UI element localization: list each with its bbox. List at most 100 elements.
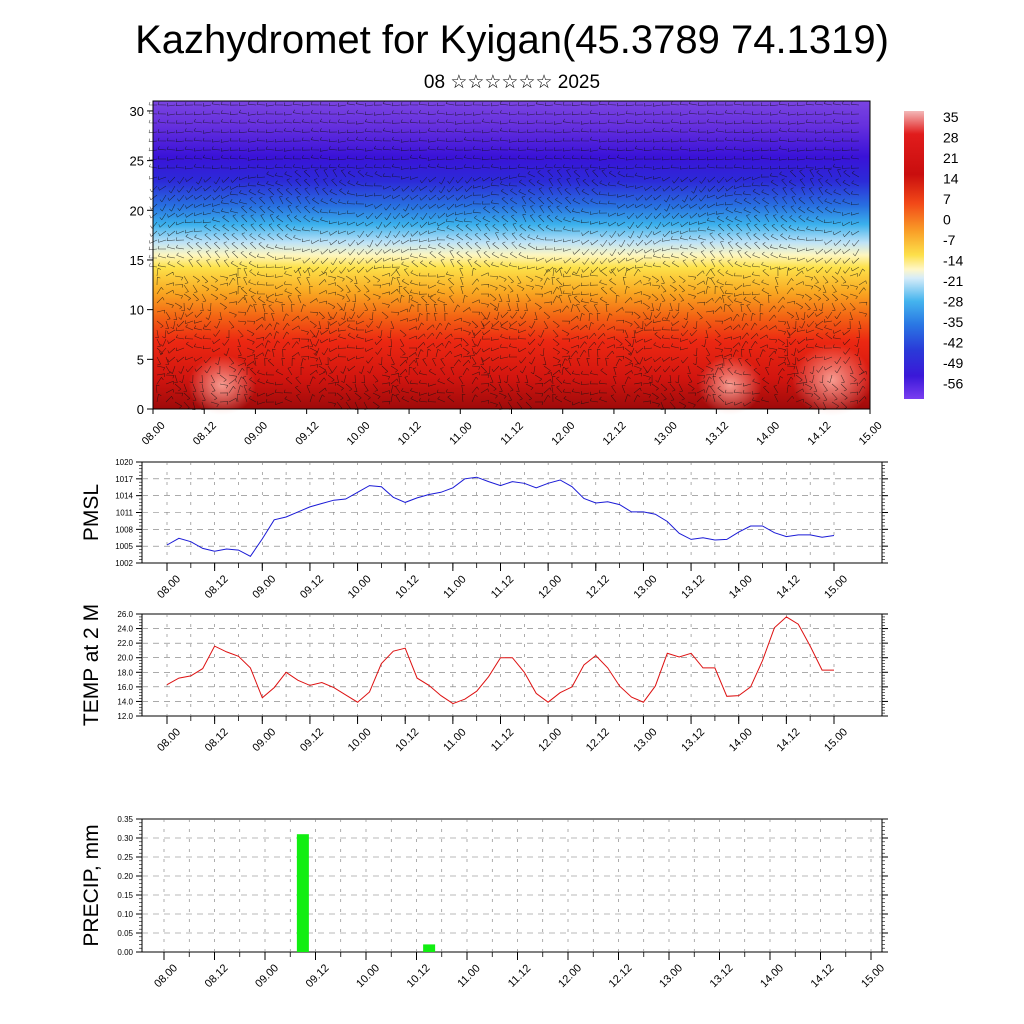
pmsl-x-tick-label: 12.12 [584,573,612,601]
pmsl-y-tick-label: 1017 [115,475,133,484]
profile-y-tick-label: 0 [137,402,144,417]
pmsl-x-tick-label: 12.00 [536,573,564,601]
temp-frame [141,613,883,717]
pmsl-x-tick-label: 11.00 [441,573,468,600]
precip-y-tick-label: 0.35 [117,815,133,824]
colorbar-label: 0 [943,212,951,228]
pmsl-x-tick-label: 08.12 [203,573,231,601]
temp-x-tick-label: 08.12 [203,726,231,754]
profile-warm-spot [792,344,872,416]
profile-x-tick-label: 10.00 [345,420,373,448]
precip-y-axis-title: PRECIP, mm [80,824,103,946]
profile-y-tick-label: 15 [130,253,144,268]
pmsl-x-tick-label: 10.00 [346,573,374,601]
precip-y-tick-label: 0.20 [117,872,133,881]
colorbar-label: 21 [943,150,959,166]
pmsl-x-tick-label: 10.12 [393,573,421,601]
profile-x-tick-label: 08.00 [140,420,168,448]
temp-y-tick-label: 16.0 [117,683,133,692]
temp-x-tick-label: 11.00 [441,726,468,753]
precip-y-tick-label: 0.15 [117,891,133,900]
colorbar-label: -14 [943,253,963,269]
colorbar-label: -28 [943,294,963,310]
profile-warm-spot [188,355,256,415]
profile-y-tick-label: 25 [130,154,144,169]
colorbar-label: -56 [943,376,963,392]
profile-x-tick-label: 15.00 [857,420,885,448]
temp-x-tick-label: 10.00 [346,726,374,754]
pmsl-y-tick-label: 1011 [116,509,134,518]
precip-y-tick-label: 0.00 [117,948,133,957]
profile-x-tick-label: 14.00 [754,420,782,448]
temp-x-tick-label: 11.12 [489,726,516,753]
precip-bar [423,944,436,952]
pmsl-panel: 1020 1017 1014 1011 1008 1005 1002 08.00 08.12 09… [80,458,888,601]
colorbar [904,111,924,399]
precip-x-tick-label: 12.12 [607,962,635,990]
profile-panel: 0 5 10 15 20 25 30 08.00 08.12 09.00 09.12 10.00 10.… [130,100,963,448]
profile-x-tick-label: 14.12 [806,420,834,448]
temp-x-tick-label: 12.12 [584,726,612,754]
profile-x-tick-label: 13.00 [652,420,680,448]
pmsl-y-tick-label: 1008 [115,525,133,534]
temp-x-tick-label: 15.00 [822,726,850,754]
precip-x-tick-label: 08.12 [203,962,231,990]
temp-x-tick-label: 13.00 [632,726,660,754]
precip-x-tick-label: 14.12 [809,962,837,990]
precip-y-tick-label: 0.25 [117,853,133,862]
temp-x-tick-label: 12.00 [536,726,564,754]
pmsl-y-tick-label: 1005 [115,542,133,551]
temp-y-axis-title: TEMP at 2 M [80,604,103,726]
profile-y-tick-label: 30 [130,104,144,119]
precip-x-tick-label: 11.00 [455,962,482,989]
temp-y-tick-label: 20.0 [117,654,133,663]
profile-y-tick-label: 20 [130,203,144,218]
profile-x-tick-label: 11.00 [447,420,474,447]
colorbar-label: -49 [943,355,963,371]
pmsl-series-line [166,476,835,557]
page-title: Kazhydromet for Kyigan(45.3789 74.1319) [135,18,889,62]
profile-x-tick-label: 11.12 [499,420,526,447]
temp-series-line [166,616,834,705]
colorbar-label: 28 [943,130,959,146]
temp-y-tick-label: 24.0 [117,625,133,634]
pmsl-y-tick-label: 1020 [115,458,133,467]
temp-x-tick-label: 09.12 [298,726,326,754]
colorbar-label: -7 [943,232,956,248]
profile-x-tick-label: 09.00 [242,420,270,448]
precip-x-tick-label: 10.00 [354,962,382,990]
pmsl-x-tick-label: 14.00 [727,573,755,601]
precip-x-tick-label: 13.00 [657,962,685,990]
precip-x-tick-label: 11.12 [506,962,533,989]
pmsl-x-tick-label: 15.00 [822,573,850,601]
pmsl-x-tick-label: 09.00 [250,573,278,601]
temp-y-tick-label: 26.0 [117,610,133,619]
profile-y-tick-label: 10 [130,303,144,318]
colorbar-label: 7 [943,191,951,207]
precip-x-tick-label: 15.00 [859,962,887,990]
pmsl-x-tick-label: 11.12 [489,573,516,600]
colorbar-label: 14 [943,171,959,187]
temp-x-tick-label: 10.12 [393,726,421,754]
temp-x-tick-label: 14.00 [727,726,755,754]
temp-x-tick-label: 14.12 [775,726,803,754]
precip-x-tick-label: 14.00 [758,962,786,990]
profile-x-tick-label: 12.00 [549,420,577,448]
pmsl-x-tick-label: 13.00 [632,573,660,601]
colorbar-label: -21 [943,273,963,289]
precip-x-tick-label: 10.12 [405,962,433,990]
colorbar-label: -42 [943,335,963,351]
precip-y-tick-label: 0.30 [117,834,133,843]
profile-x-tick-label: 09.12 [293,420,321,448]
precip-bar [296,834,309,952]
precip-x-tick-label: 13.12 [708,962,736,990]
pmsl-y-tick-label: 1014 [115,492,133,501]
pmsl-x-tick-label: 13.12 [679,573,707,601]
pmsl-y-axis-title: PMSL [80,484,103,541]
profile-x-tick-label: 08.12 [191,420,219,448]
temp-x-tick-label: 13.12 [679,726,707,754]
precip-panel: 0.35 0.30 0.25 0.20 0.15 0.10 0.05 0.00 08.00 08.… [80,815,888,990]
colorbar-label: -35 [943,314,963,330]
profile-x-tick-label: 12.12 [601,420,629,448]
